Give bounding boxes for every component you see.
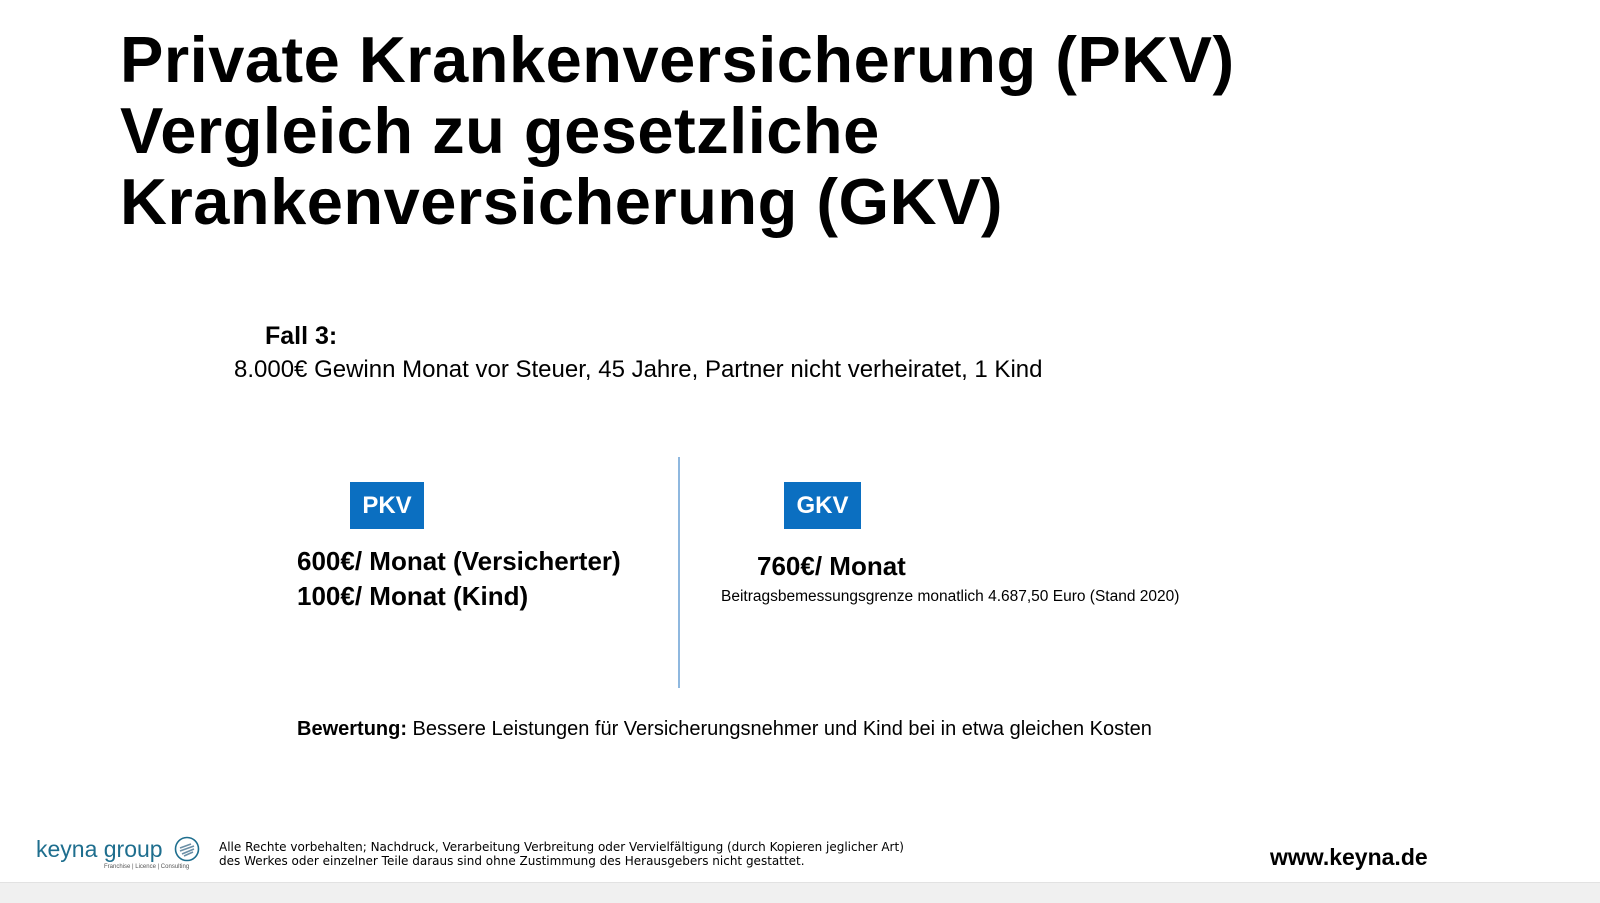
rating-text: Bessere Leistungen für Versicherungsnehm… [407, 718, 1152, 740]
logo-subtitle: Franchise | Licence | Consulting [104, 864, 190, 870]
title-line: Private Krankenversicherung (PKV) [120, 23, 1235, 96]
website-url: www.keyna.de [1270, 844, 1428, 870]
pkv-badge: PKV [350, 482, 424, 529]
copyright-line: des Werkes oder einzelner Teile daraus s… [219, 854, 805, 868]
copyright-line: Alle Rechte vorbehalten; Nachdruck, Vera… [219, 840, 904, 854]
gkv-badge: GKV [784, 482, 861, 529]
case-label: Fall 3: [265, 322, 338, 350]
title-line: Vergleich zu gesetzliche [120, 94, 880, 167]
rating-label: Bewertung: [297, 718, 407, 740]
copyright-notice: Alle Rechte vorbehalten; Nachdruck, Vera… [219, 840, 904, 868]
keyna-logo: keyna group Franchise | Licence | Consul… [36, 836, 200, 870]
logo-globe-icon [174, 836, 200, 862]
case-description: 8.000€ Gewinn Monat vor Steuer, 45 Jahre… [234, 356, 1043, 383]
title-line: Krankenversicherung (GKV) [120, 165, 1004, 238]
pkv-price-insured: 600€/ Monat (Versicherter) [297, 546, 621, 576]
bottom-strip [0, 882, 1600, 903]
logo-text: keyna group [36, 836, 163, 862]
rating: Bewertung: Bessere Leistungen für Versic… [297, 718, 1152, 741]
gkv-note: Beitragsbemessungsgrenze monatlich 4.687… [721, 588, 1180, 605]
column-divider [678, 457, 680, 688]
slide-title: Private Krankenversicherung (PKV) Vergle… [120, 24, 1235, 237]
pkv-price-child: 100€/ Monat (Kind) [297, 581, 529, 611]
gkv-price: 760€/ Monat [757, 551, 906, 581]
